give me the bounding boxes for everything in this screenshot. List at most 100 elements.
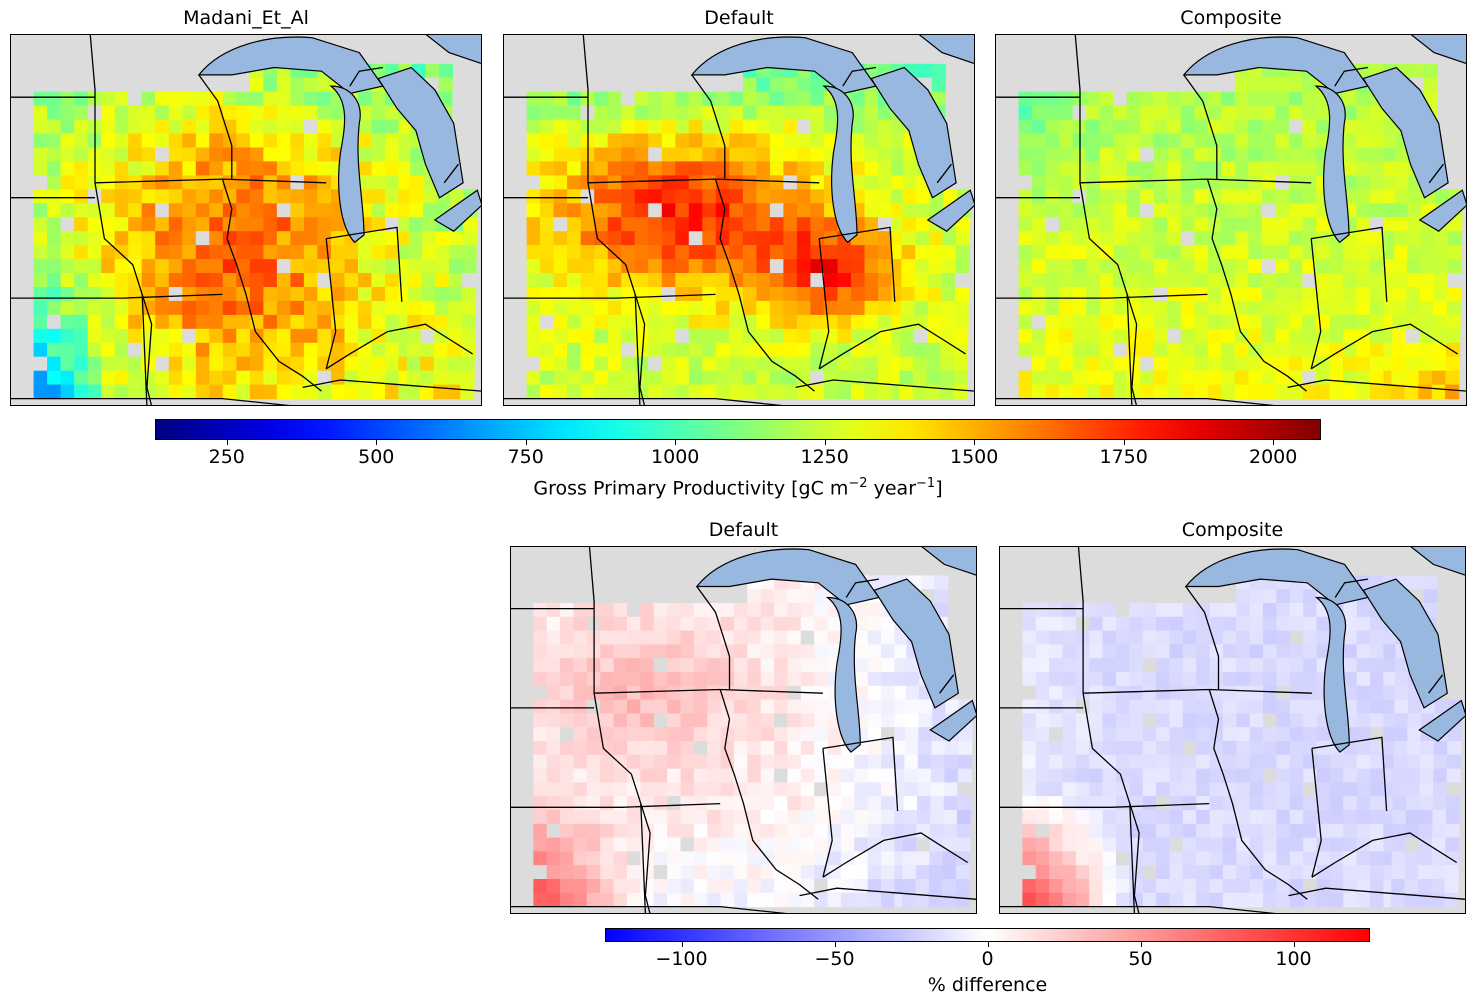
grid-cell [1116, 685, 1130, 701]
grid-cell [1393, 727, 1408, 742]
grid-cell [814, 630, 829, 645]
grid-cell [371, 175, 386, 190]
grid-cell [688, 217, 703, 232]
grid-cell [317, 314, 332, 330]
grid-cell [1182, 603, 1197, 618]
grid-cell [1288, 147, 1303, 163]
grid-cell [675, 245, 690, 260]
grid-cell [448, 300, 463, 316]
grid-cell [1221, 147, 1236, 163]
grid-cell [195, 217, 210, 232]
grid-cell [1142, 768, 1157, 783]
grid-cell [688, 273, 703, 288]
grid-cell [1116, 672, 1130, 687]
grid-cell [756, 384, 771, 400]
grid-cell [560, 727, 575, 742]
grid-cell [1032, 356, 1047, 372]
state-border-3 [995, 293, 1208, 299]
grid-cell [954, 300, 969, 316]
grid-cell [810, 147, 825, 163]
grid-cell [526, 287, 541, 302]
grid-cell [114, 273, 129, 288]
grid-cell [661, 356, 676, 372]
grid-cell [1356, 699, 1371, 714]
grid-cell [553, 161, 568, 176]
grid-cell [1445, 851, 1460, 866]
grid-cell [1222, 837, 1237, 852]
grid-cell [1140, 133, 1155, 149]
grid-cell [1316, 314, 1331, 330]
grid-cell [1022, 699, 1037, 714]
grid-cell [406, 370, 421, 386]
grid-cell [707, 810, 722, 825]
grid-cell [1169, 658, 1184, 673]
grid-cell [837, 273, 852, 288]
grid-cell [155, 287, 170, 302]
grid-cell [1099, 328, 1114, 344]
grid-cell [385, 300, 400, 316]
grid-cell [1383, 699, 1398, 714]
grid-cell [688, 342, 703, 358]
grid-cell [1222, 879, 1237, 894]
grid-cell [1432, 356, 1447, 372]
grid-cell [560, 892, 575, 908]
grid-cell [769, 77, 784, 93]
grid-cell [1180, 314, 1195, 330]
grid-cell [760, 892, 775, 908]
grid-cell [1405, 314, 1420, 330]
grid-cell [634, 328, 649, 344]
grid-cell [60, 342, 75, 358]
grid-cell [87, 231, 102, 246]
grid-cell [155, 384, 170, 400]
grid-cell [810, 161, 825, 176]
grid-cell [1370, 837, 1385, 852]
grid-cell [371, 147, 386, 163]
grid-cell [1407, 245, 1422, 260]
grid-cell [891, 161, 906, 176]
grid-cell [1288, 314, 1303, 330]
grid-cell [1099, 342, 1114, 358]
grid-cell [814, 754, 829, 770]
grid-cell [1316, 892, 1331, 908]
grid-cell [1142, 658, 1157, 673]
grid-cell [1248, 384, 1263, 400]
grid-cell [263, 147, 278, 163]
grid-cell [1194, 314, 1209, 330]
grid-cell [222, 356, 237, 372]
grid-cell [317, 342, 332, 358]
grid-cell [594, 328, 609, 344]
state-border-13 [1334, 66, 1369, 87]
grid-cell [1236, 603, 1251, 618]
grid-cell [756, 133, 771, 149]
grid-cell [800, 713, 815, 728]
grid-cell [720, 865, 735, 880]
grid-cell [1275, 119, 1290, 135]
grid-cell [1140, 217, 1155, 232]
grid-cell [410, 161, 425, 176]
grid-cell [553, 342, 568, 358]
grid-cell [854, 685, 869, 701]
grid-cell [1169, 782, 1184, 797]
grid-cell [1248, 328, 1263, 344]
grid-cell [810, 77, 825, 93]
grid-cell [331, 105, 346, 121]
grid-cell [1022, 782, 1037, 797]
grid-cell [222, 119, 237, 135]
grid-cell [1169, 741, 1184, 756]
grid-cell [688, 231, 703, 246]
grid-cell [331, 217, 346, 232]
grid-cell [1221, 370, 1236, 386]
grid-cell [1142, 754, 1157, 770]
grid-cell [1032, 259, 1047, 274]
grid-cell [60, 91, 75, 107]
grid-cell [1116, 630, 1130, 645]
grid-cell [1289, 644, 1304, 659]
grid-cell [1445, 384, 1460, 400]
grid-cell [1153, 370, 1168, 386]
grid-cell [1221, 217, 1236, 232]
state-border-5 [221, 178, 322, 392]
grid-cell [195, 175, 210, 190]
grid-cell [1249, 892, 1264, 908]
grid-cell [1207, 91, 1222, 107]
grid-cell [1356, 741, 1371, 756]
